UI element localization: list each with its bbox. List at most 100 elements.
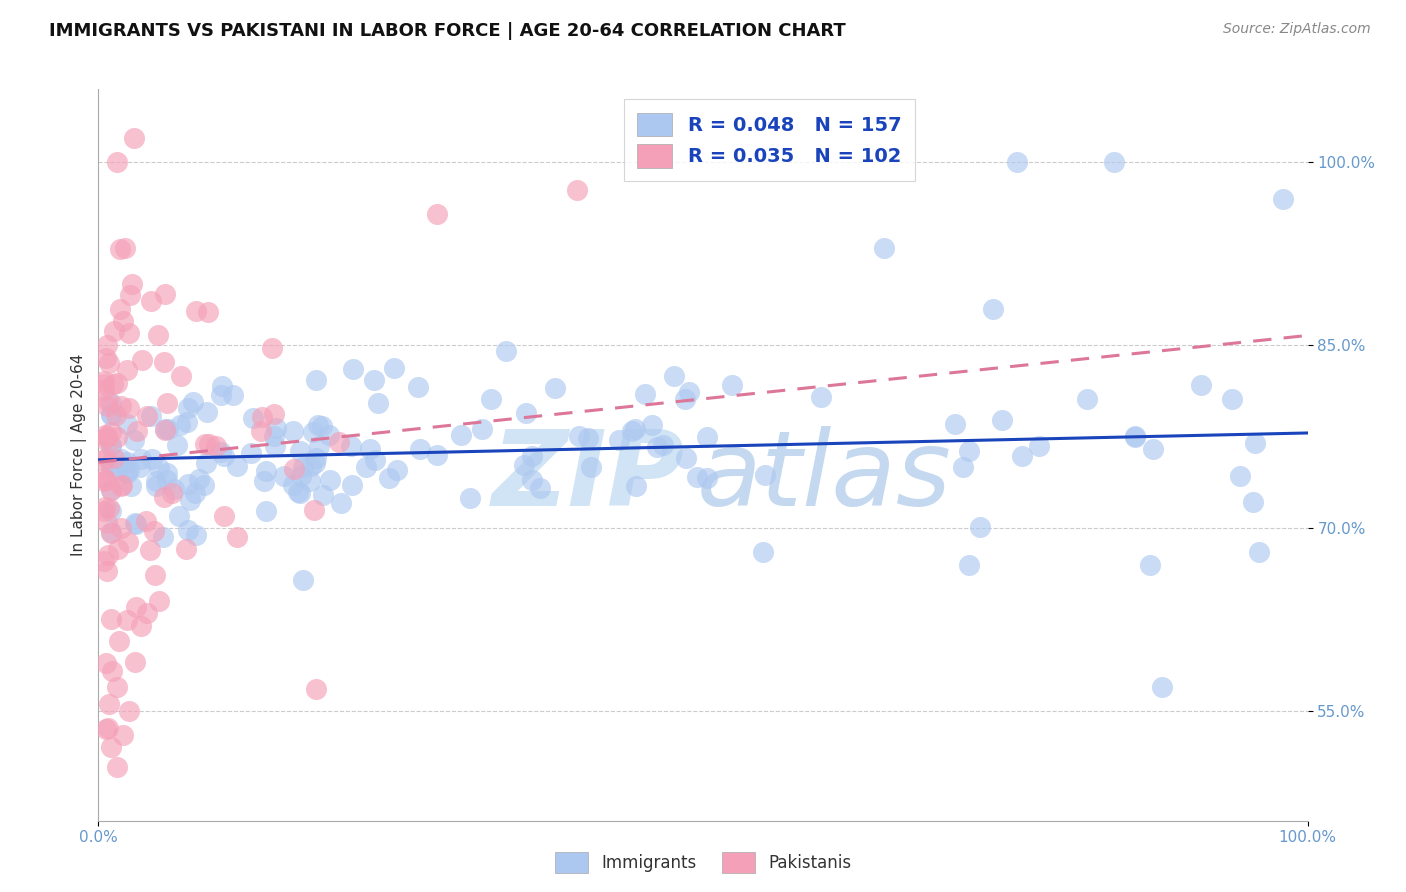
Point	[673, 392, 696, 407]
Point	[342, 478, 364, 492]
Point	[176, 415, 198, 429]
Point	[1076, 392, 1098, 406]
Point	[107, 376, 129, 391]
Point	[120, 479, 142, 493]
Point	[93, 470, 115, 484]
Text: ZIP: ZIP	[492, 425, 685, 528]
Point	[118, 288, 141, 302]
Point	[957, 444, 980, 458]
Point	[193, 478, 215, 492]
Point	[222, 387, 245, 401]
Point	[624, 479, 647, 493]
Point	[118, 401, 141, 416]
Point	[641, 418, 664, 433]
Point	[225, 459, 247, 474]
Point	[288, 486, 311, 500]
Point	[1028, 439, 1050, 453]
Point	[169, 508, 191, 523]
Point	[250, 424, 273, 438]
Point	[117, 454, 139, 468]
Point	[299, 458, 322, 473]
Point	[100, 408, 122, 422]
Point	[94, 474, 117, 488]
Point	[318, 427, 340, 442]
Point	[118, 462, 141, 476]
Point	[148, 594, 170, 608]
Point	[105, 464, 128, 478]
Point	[264, 421, 287, 435]
Point	[105, 760, 128, 774]
Point	[100, 461, 122, 475]
Point	[607, 433, 630, 447]
Point	[121, 277, 143, 292]
Point	[115, 466, 138, 480]
Point	[426, 448, 449, 462]
Point	[1007, 155, 1029, 169]
Point	[177, 477, 200, 491]
Point	[115, 613, 138, 627]
Point	[522, 449, 544, 463]
Point	[579, 459, 602, 474]
Point	[174, 542, 197, 557]
Text: atlas: atlas	[697, 425, 952, 528]
Point	[110, 452, 132, 467]
Point	[111, 728, 134, 742]
Point	[991, 413, 1014, 427]
Point	[696, 471, 718, 485]
Point	[624, 422, 647, 436]
Point	[93, 428, 115, 442]
Point	[145, 479, 167, 493]
Point	[544, 381, 567, 395]
Point	[364, 452, 387, 467]
Point	[118, 704, 141, 718]
Point	[305, 373, 328, 387]
Point	[696, 430, 718, 444]
Point	[98, 356, 121, 370]
Point	[283, 424, 305, 438]
Point	[943, 417, 966, 432]
Point	[105, 408, 128, 422]
Point	[721, 378, 744, 392]
Point	[312, 488, 335, 502]
Text: IMMIGRANTS VS PAKISTANI IN LABOR FORCE | AGE 20-64 CORRELATION CHART: IMMIGRANTS VS PAKISTANI IN LABOR FORCE |…	[49, 22, 846, 40]
Point	[100, 740, 122, 755]
Point	[450, 428, 472, 442]
Point	[239, 446, 262, 460]
Point	[110, 479, 132, 493]
Point	[363, 374, 385, 388]
Point	[479, 392, 502, 406]
Point	[471, 422, 494, 436]
Point	[263, 428, 285, 442]
Point	[135, 514, 157, 528]
Point	[96, 431, 118, 445]
Point	[100, 425, 122, 439]
Point	[141, 452, 163, 467]
Point	[115, 363, 138, 377]
Point	[633, 387, 655, 401]
Point	[301, 425, 323, 439]
Point	[645, 440, 668, 454]
Point	[686, 470, 709, 484]
Point	[105, 155, 128, 169]
Point	[957, 558, 980, 572]
Point	[108, 301, 131, 316]
Point	[1011, 449, 1033, 463]
Point	[152, 530, 174, 544]
Point	[100, 526, 122, 541]
Point	[96, 429, 118, 443]
Point	[242, 411, 264, 425]
Point	[94, 722, 117, 736]
Point	[93, 384, 115, 398]
Point	[177, 401, 200, 415]
Point	[1241, 494, 1264, 508]
Point	[156, 467, 179, 481]
Point	[139, 542, 162, 557]
Point	[131, 353, 153, 368]
Point	[115, 417, 138, 432]
Point	[94, 500, 117, 515]
Point	[342, 362, 364, 376]
Point	[122, 433, 145, 447]
Point	[101, 664, 124, 678]
Point	[100, 612, 122, 626]
Point	[1142, 442, 1164, 456]
